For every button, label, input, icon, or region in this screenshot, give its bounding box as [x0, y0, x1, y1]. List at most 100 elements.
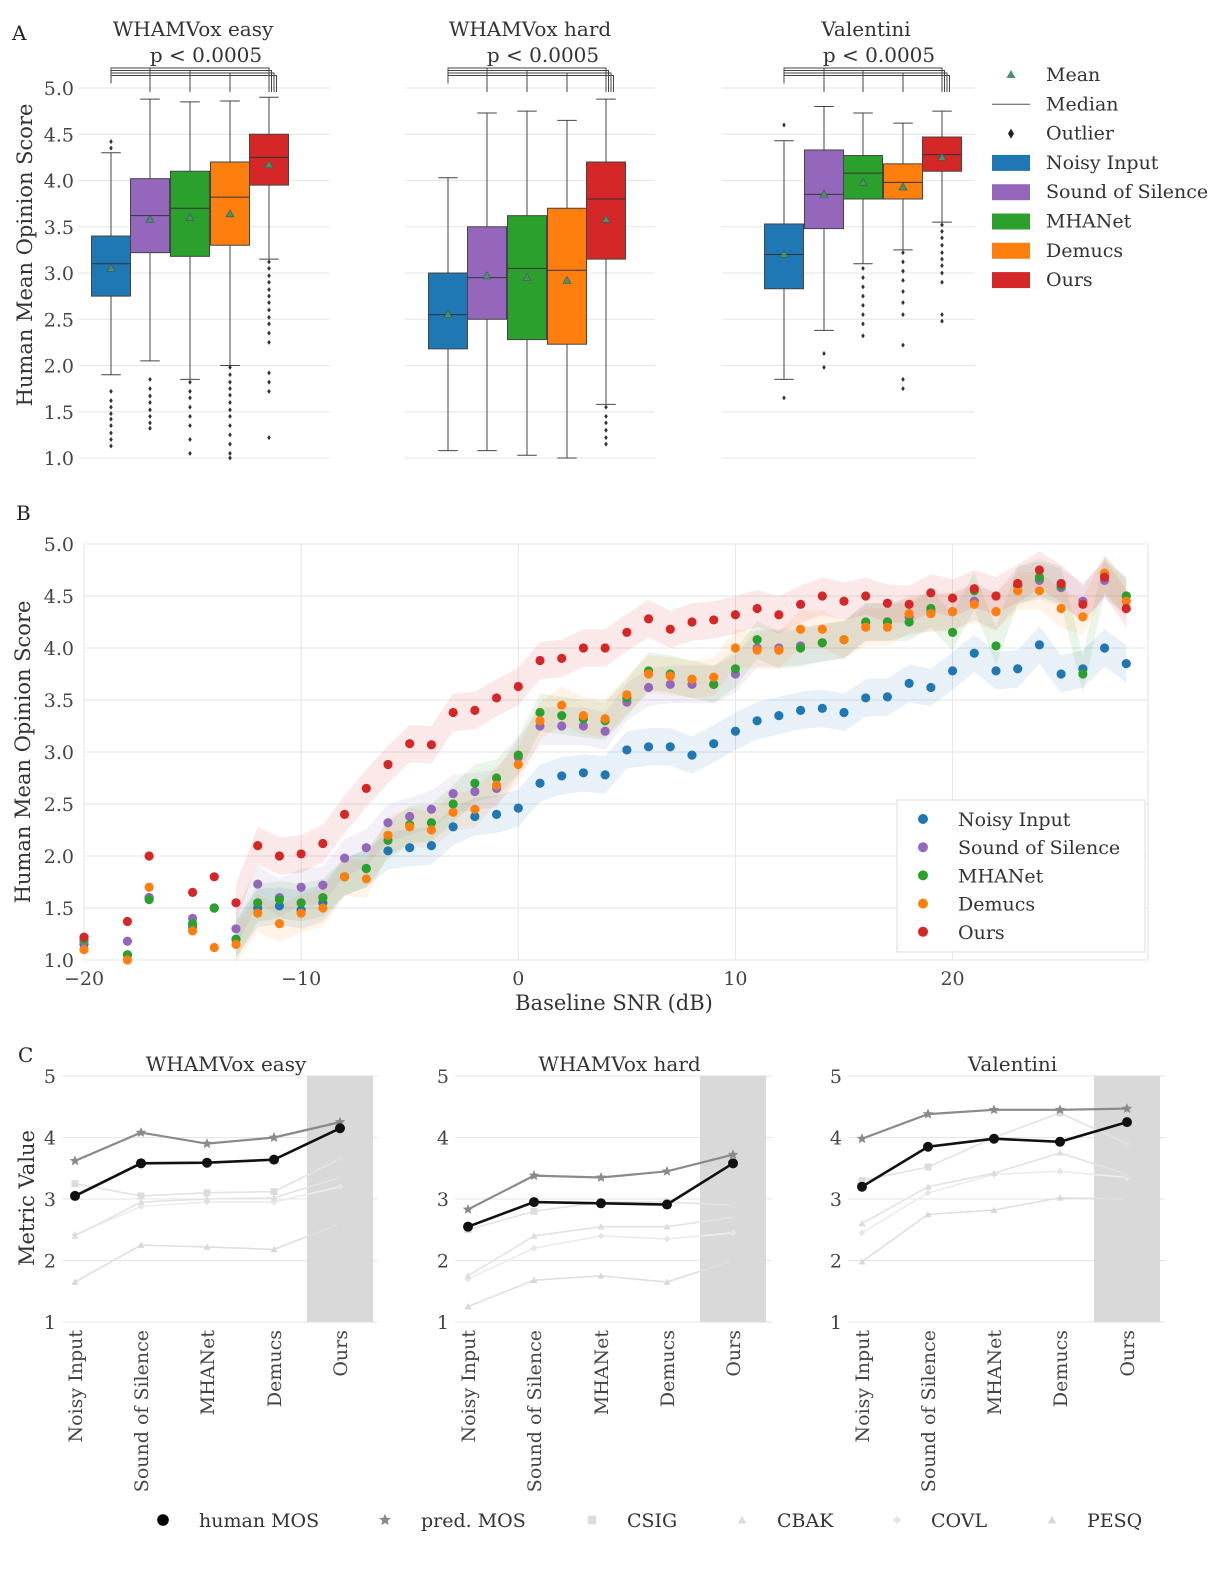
c-legend-marker [737, 1515, 747, 1524]
a-legend-item-sound-of-silence: Sound of Silence [992, 181, 1208, 203]
c-legend-item-cbak: CBAK [737, 1510, 834, 1532]
b-point [187, 926, 198, 936]
c-ytick-label: 2 [44, 1251, 56, 1273]
c-point [336, 1220, 344, 1227]
a-outlier-marker [604, 435, 608, 441]
c-point [661, 1165, 673, 1176]
b-point [209, 903, 219, 913]
b-point [795, 624, 806, 634]
b-point [274, 851, 285, 861]
c-legend-marker [892, 1515, 902, 1525]
b-point [253, 908, 263, 918]
a-ylabel: Human Mean Opinion Score [13, 104, 37, 407]
c-point [729, 1257, 737, 1264]
b-point [253, 841, 263, 851]
a-outlier-marker [604, 441, 608, 447]
b-point [557, 711, 567, 721]
b-ytick-label: 1.0 [44, 950, 74, 972]
b-point [730, 610, 741, 620]
b-legend-label: Demucs [958, 894, 1035, 916]
c-xtick-label: Noisy Input [852, 1330, 874, 1443]
a-box-ours [586, 98, 626, 447]
c-point [1122, 1117, 1132, 1128]
b-point [253, 898, 263, 908]
b-point [426, 825, 437, 835]
b-point [405, 739, 415, 749]
b-point [882, 692, 893, 702]
c-series-line [74, 1176, 341, 1237]
b-point [426, 818, 437, 828]
c-xtick-label: Noisy Input [65, 1330, 87, 1443]
c-point [1056, 1109, 1064, 1117]
a-mean-marker [898, 182, 908, 191]
a-outlier-marker [861, 275, 865, 281]
a-box-iqr [249, 133, 289, 186]
a-outlier-marker [901, 342, 905, 348]
a-outlier-marker [267, 321, 271, 327]
b-ci-band-mhanet [236, 556, 1127, 958]
b-point [122, 955, 133, 965]
c-point [464, 1303, 472, 1310]
a-outlier-marker [940, 242, 944, 248]
c-point [336, 1173, 344, 1181]
panel-letter-a: A [11, 21, 27, 45]
b-point [730, 643, 741, 653]
panel-letter-c: C [18, 1043, 33, 1067]
b-point [1034, 572, 1045, 582]
a-outlier-marker [228, 407, 232, 413]
c-legend: human MOS pred. MOS CSIG CBAK COVL PESQ [157, 1510, 1142, 1532]
c-legend-label: pred. MOS [421, 1510, 526, 1532]
b-point [817, 638, 827, 648]
b-point [253, 879, 263, 889]
b-point [187, 919, 198, 929]
a-outlier-marker [109, 437, 113, 442]
a-outlier-marker [228, 455, 232, 461]
c-point [462, 1203, 474, 1214]
c-series-covl [464, 1229, 737, 1283]
a-legend-swatch [1008, 128, 1014, 139]
c-xtick-label: MHANet [984, 1330, 1006, 1416]
b-point [1121, 659, 1131, 669]
b-point [557, 700, 567, 710]
b-point [947, 666, 958, 676]
b-point [991, 641, 1001, 651]
b-point [882, 598, 893, 608]
a-outlier-marker [267, 279, 271, 285]
b-point [709, 672, 719, 682]
c-legend-label: PESQ [1087, 1510, 1142, 1532]
a-legend: Mean Median Outlier Noisy Input Sound of Sil… [992, 64, 1208, 291]
c-point [663, 1223, 671, 1230]
c-point [201, 1138, 213, 1149]
b-xtick-label: 10 [723, 968, 747, 990]
c-subplot-whamvox-easy: 1 2 3 4 5 WHAMVox easy Noisy Input Sound of Sil… [44, 1052, 378, 1492]
a-outlier-marker [267, 388, 271, 394]
a-mean-marker [819, 189, 829, 198]
c-point [529, 1197, 539, 1208]
b-point [557, 771, 567, 781]
b-point [405, 811, 415, 822]
b-xtick-label: 20 [940, 968, 964, 990]
b-legend-item-mhanet: MHANet [918, 865, 1044, 887]
a-outlier-marker [188, 404, 192, 410]
c-point [528, 1170, 540, 1181]
b-point [600, 726, 610, 736]
a-mean-marker [937, 152, 947, 161]
c-xtick-label: Noisy Input [458, 1330, 480, 1443]
c-point [1123, 1170, 1131, 1178]
b-point [600, 714, 610, 724]
b-ci-band-noisy-input [236, 626, 1127, 958]
c-xtick-label: Ours [1117, 1330, 1139, 1377]
c-legend-label: CBAK [777, 1510, 834, 1532]
a-mean-marker [482, 271, 492, 280]
a-outlier-marker [901, 250, 905, 256]
a-outlier-marker [940, 250, 944, 256]
a-legend-item-ours: Ours [992, 269, 1093, 291]
b-point [1099, 572, 1110, 582]
c-point [729, 1213, 737, 1221]
b-point [665, 671, 675, 681]
b-point [904, 599, 914, 609]
c-subplot-whamvox-hard: 1 2 3 4 5 WHAMVox hard Noisy Input Sound of Sil… [437, 1052, 772, 1492]
a-outlier-marker [109, 145, 113, 151]
c-xtick-label: MHANet [197, 1330, 219, 1416]
c-series-pred-mos [462, 1149, 739, 1214]
